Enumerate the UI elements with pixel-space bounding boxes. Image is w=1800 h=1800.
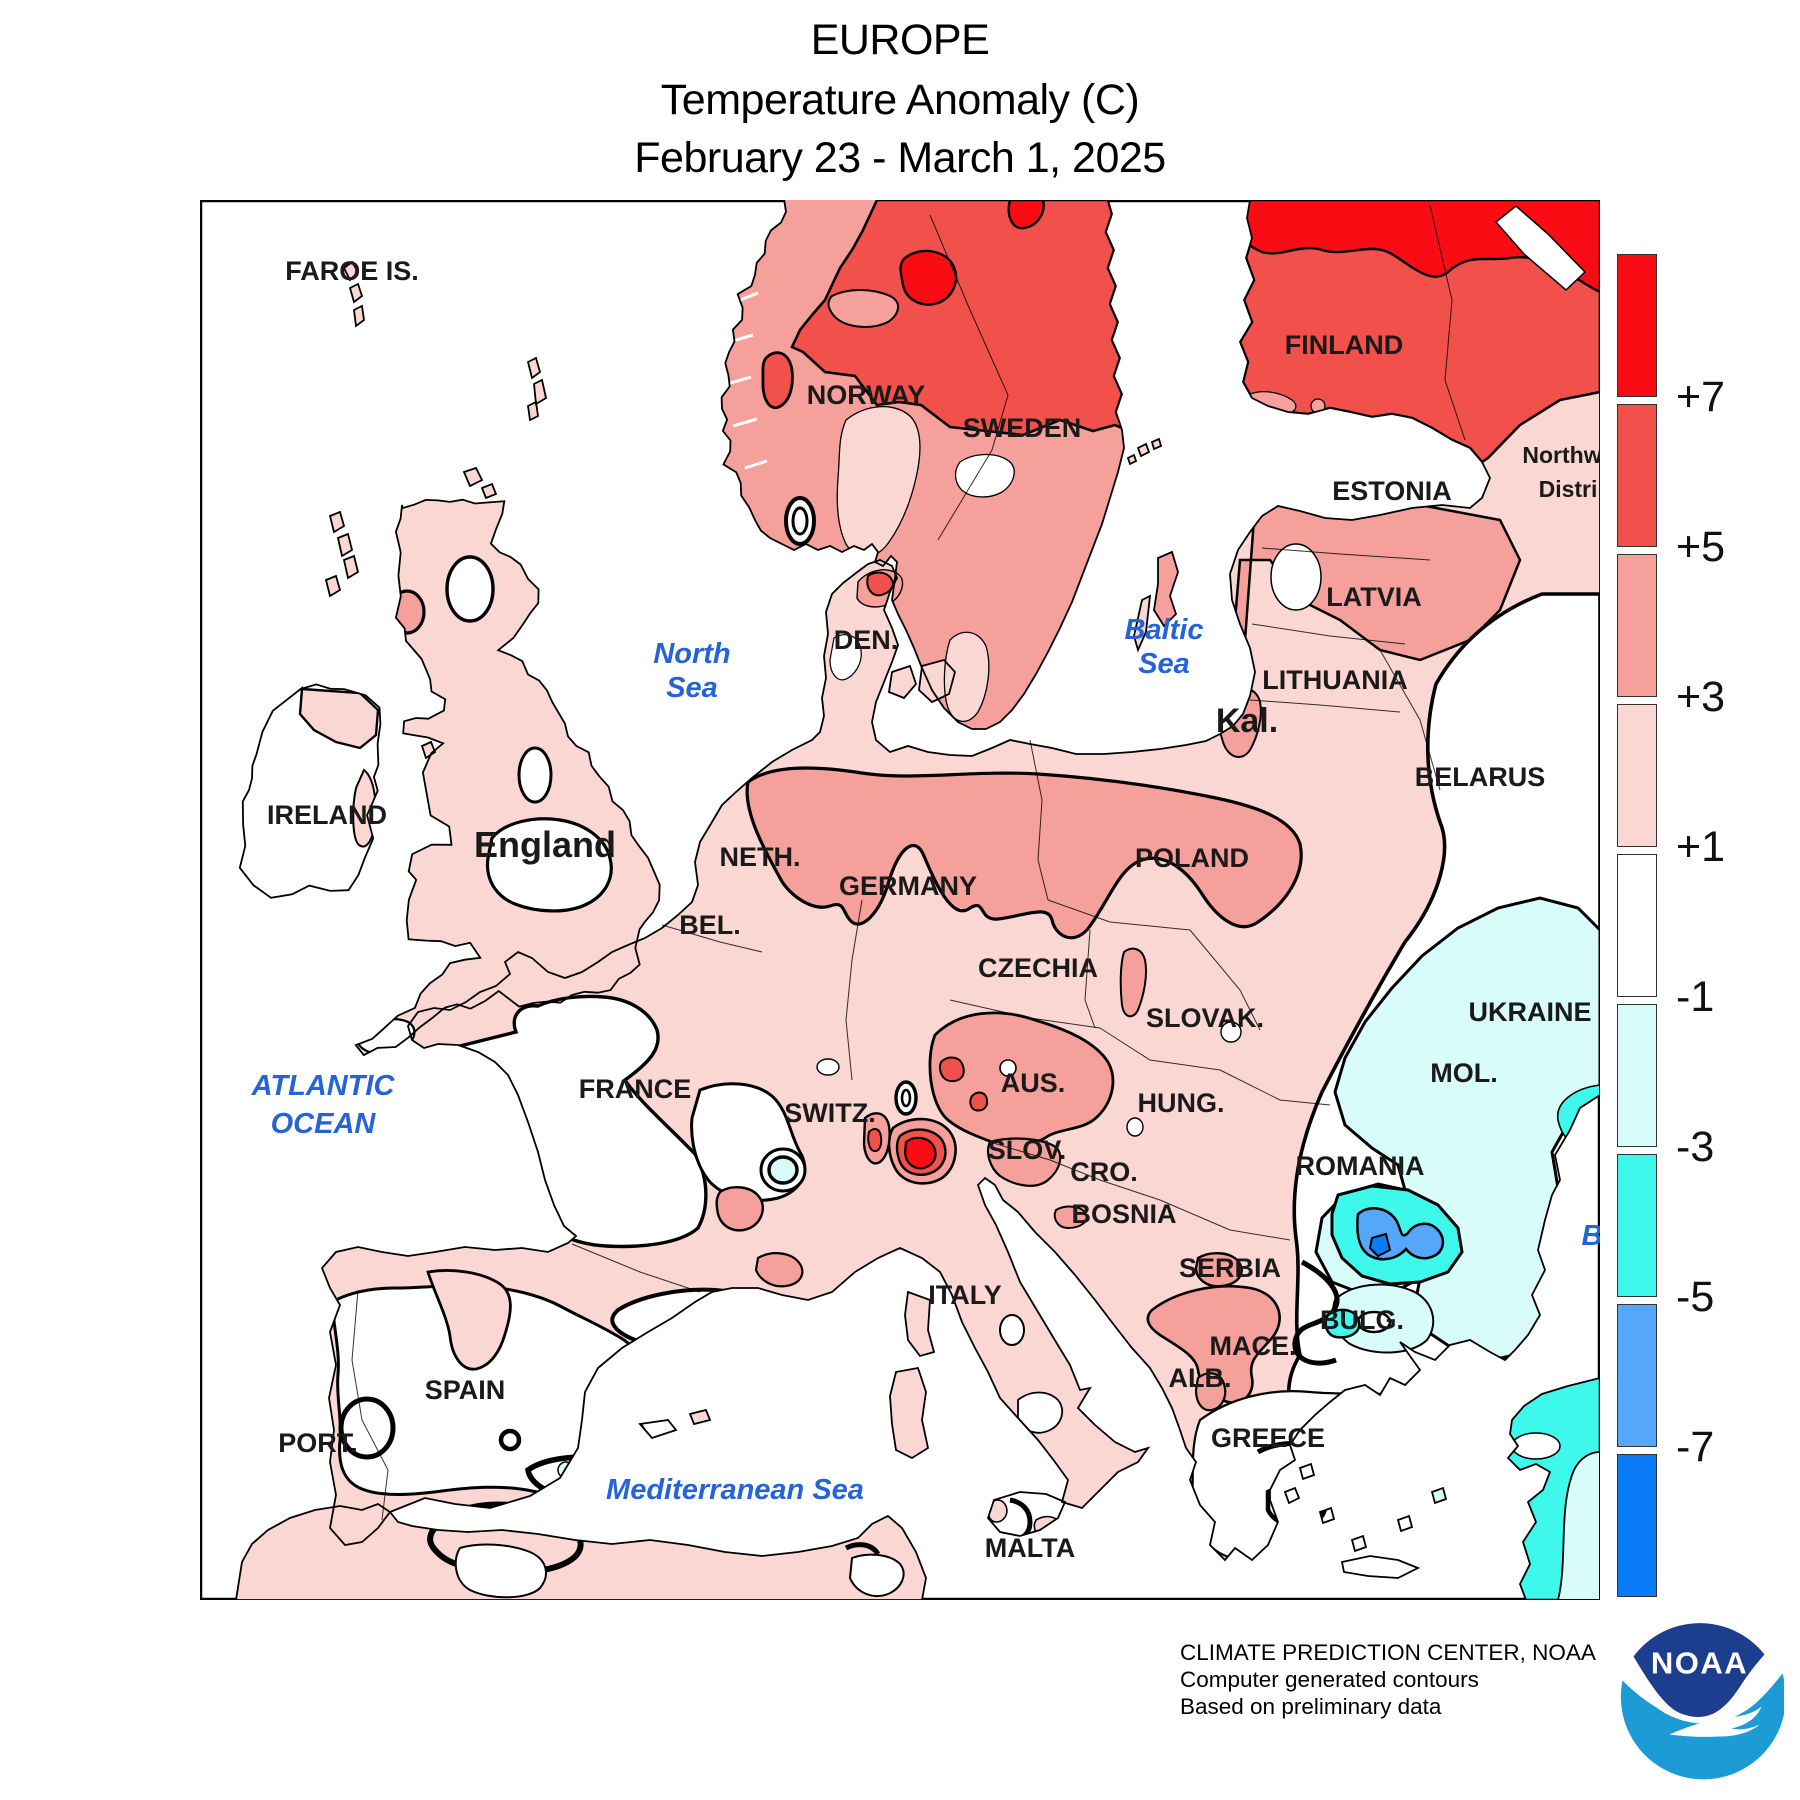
svg-text:Distri: Distri bbox=[1539, 476, 1598, 502]
svg-text:GERMANY: GERMANY bbox=[839, 871, 977, 901]
svg-text:ITALY: ITALY bbox=[928, 1280, 1002, 1310]
svg-text:FAROE IS.: FAROE IS. bbox=[285, 256, 419, 286]
svg-text:MOL.: MOL. bbox=[1430, 1058, 1498, 1088]
svg-text:ATLANTIC: ATLANTIC bbox=[251, 1070, 396, 1102]
svg-text:ESTONIA: ESTONIA bbox=[1332, 476, 1452, 506]
svg-text:SERBIA: SERBIA bbox=[1179, 1253, 1281, 1283]
svg-text:PORT.: PORT. bbox=[278, 1428, 358, 1458]
svg-text:Sea: Sea bbox=[1138, 648, 1190, 680]
svg-text:ALB.: ALB. bbox=[1169, 1363, 1232, 1393]
svg-text:BEL.: BEL. bbox=[679, 910, 741, 940]
svg-text:SWITZ.: SWITZ. bbox=[784, 1098, 875, 1128]
svg-text:Northw: Northw bbox=[1522, 442, 1600, 468]
svg-text:DEN.: DEN. bbox=[834, 625, 899, 655]
svg-text:FINLAND: FINLAND bbox=[1285, 330, 1403, 360]
svg-text:NETH.: NETH. bbox=[720, 842, 801, 872]
svg-text:MALTA: MALTA bbox=[985, 1533, 1075, 1563]
svg-text:England: England bbox=[474, 824, 616, 865]
svg-text:CRO.: CRO. bbox=[1070, 1157, 1138, 1187]
svg-text:Mediterranean Sea: Mediterranean Sea bbox=[606, 1474, 864, 1506]
svg-text:IRELAND: IRELAND bbox=[267, 800, 387, 830]
svg-text:OCEAN: OCEAN bbox=[271, 1108, 377, 1140]
svg-text:BELARUS: BELARUS bbox=[1415, 762, 1546, 792]
svg-text:SWEDEN: SWEDEN bbox=[963, 413, 1082, 443]
svg-text:AUS.: AUS. bbox=[1001, 1068, 1066, 1098]
svg-text:NORWAY: NORWAY bbox=[807, 380, 926, 410]
svg-text:North: North bbox=[653, 638, 730, 670]
svg-text:UKRAINE: UKRAINE bbox=[1468, 997, 1591, 1027]
svg-text:HUNG.: HUNG. bbox=[1138, 1088, 1225, 1118]
svg-text:SLOVAK.: SLOVAK. bbox=[1146, 1003, 1264, 1033]
svg-text:BULG.: BULG. bbox=[1320, 1305, 1404, 1335]
svg-text:NOAA: NOAA bbox=[1651, 1646, 1748, 1681]
svg-text:Kal.: Kal. bbox=[1216, 702, 1278, 740]
svg-text:GREECE: GREECE bbox=[1211, 1423, 1325, 1453]
svg-text:CZECHIA: CZECHIA bbox=[978, 953, 1098, 983]
svg-text:BOSNIA: BOSNIA bbox=[1071, 1199, 1176, 1229]
svg-text:Sea: Sea bbox=[666, 672, 718, 704]
svg-text:MACE.: MACE. bbox=[1210, 1331, 1297, 1361]
svg-text:FRANCE: FRANCE bbox=[579, 1074, 692, 1104]
svg-text:ROMANIA: ROMANIA bbox=[1296, 1151, 1425, 1181]
svg-text:SPAIN: SPAIN bbox=[425, 1375, 506, 1405]
svg-text:LITHUANIA: LITHUANIA bbox=[1262, 665, 1407, 695]
svg-text:Baltic: Baltic bbox=[1125, 614, 1204, 646]
svg-text:LATVIA: LATVIA bbox=[1326, 582, 1422, 612]
svg-text:B: B bbox=[1582, 1220, 1600, 1252]
svg-text:POLAND: POLAND bbox=[1135, 843, 1249, 873]
svg-text:SLOV.: SLOV. bbox=[988, 1135, 1067, 1165]
